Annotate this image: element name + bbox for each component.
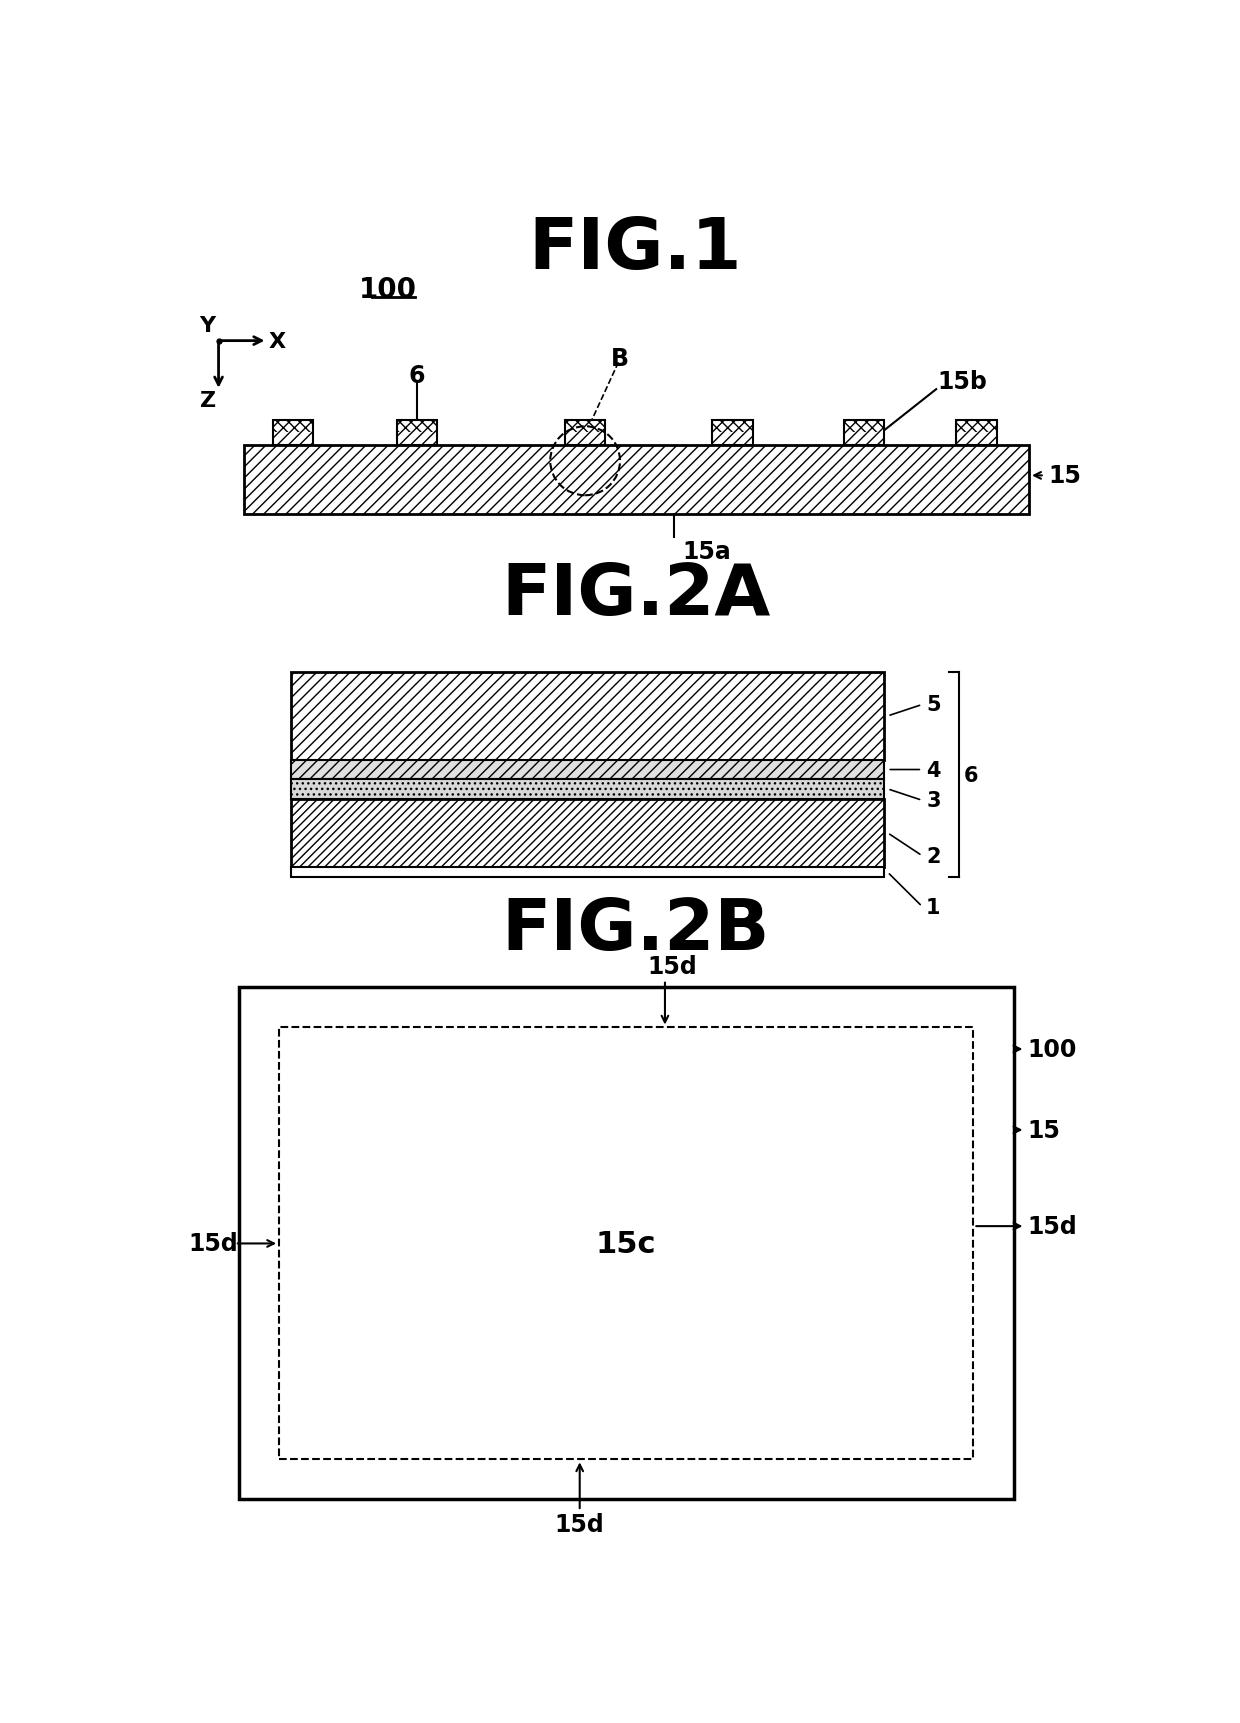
Text: 15d: 15d bbox=[1028, 1215, 1078, 1239]
Bar bbox=[397, 432, 438, 445]
Bar bbox=[273, 420, 312, 445]
Bar bbox=[290, 779, 883, 799]
Text: Y: Y bbox=[200, 315, 216, 336]
Text: 15c: 15c bbox=[596, 1228, 656, 1258]
Bar bbox=[290, 762, 883, 779]
Bar bbox=[244, 445, 1029, 515]
Bar bbox=[290, 779, 883, 799]
Text: X: X bbox=[269, 331, 286, 351]
Bar bbox=[290, 762, 883, 779]
Text: FIG.1: FIG.1 bbox=[528, 215, 743, 284]
Text: 15d: 15d bbox=[647, 955, 698, 979]
Text: 6: 6 bbox=[963, 765, 978, 786]
Bar bbox=[844, 420, 884, 432]
Bar bbox=[290, 799, 883, 867]
Text: 1: 1 bbox=[926, 898, 941, 917]
Text: Z: Z bbox=[200, 391, 216, 410]
Bar bbox=[844, 420, 884, 445]
Bar bbox=[273, 420, 312, 432]
Bar bbox=[565, 420, 605, 432]
Text: 100: 100 bbox=[1028, 1037, 1078, 1061]
Bar bbox=[956, 420, 997, 432]
Bar bbox=[290, 867, 883, 877]
Text: 4: 4 bbox=[926, 760, 941, 781]
Bar bbox=[712, 432, 753, 445]
Bar bbox=[244, 445, 1029, 515]
Bar bbox=[956, 432, 997, 445]
Text: FIG.2A: FIG.2A bbox=[501, 562, 770, 631]
Text: 2: 2 bbox=[926, 846, 941, 867]
Text: 15: 15 bbox=[1049, 463, 1081, 488]
Text: 3: 3 bbox=[926, 791, 941, 812]
Text: 15b: 15b bbox=[937, 370, 987, 395]
Bar bbox=[290, 799, 883, 867]
Text: 15: 15 bbox=[1028, 1118, 1060, 1142]
Text: 6: 6 bbox=[409, 364, 425, 388]
Text: B: B bbox=[611, 346, 629, 370]
Bar bbox=[238, 987, 1014, 1499]
Text: 100: 100 bbox=[358, 276, 417, 303]
Bar bbox=[397, 420, 438, 432]
Bar bbox=[565, 420, 605, 445]
Bar bbox=[956, 420, 997, 445]
Bar bbox=[712, 420, 753, 432]
Bar bbox=[397, 420, 438, 445]
Text: 15d: 15d bbox=[554, 1513, 605, 1537]
Bar bbox=[565, 432, 605, 445]
Bar bbox=[279, 1029, 973, 1459]
Text: 15a: 15a bbox=[682, 539, 730, 563]
Bar bbox=[273, 432, 312, 445]
Bar bbox=[290, 672, 883, 762]
Bar bbox=[712, 420, 753, 445]
Bar bbox=[290, 672, 883, 762]
Text: 5: 5 bbox=[926, 694, 941, 715]
Text: FIG.2B: FIG.2B bbox=[501, 896, 770, 965]
Bar bbox=[844, 432, 884, 445]
Text: 15d: 15d bbox=[188, 1232, 238, 1256]
